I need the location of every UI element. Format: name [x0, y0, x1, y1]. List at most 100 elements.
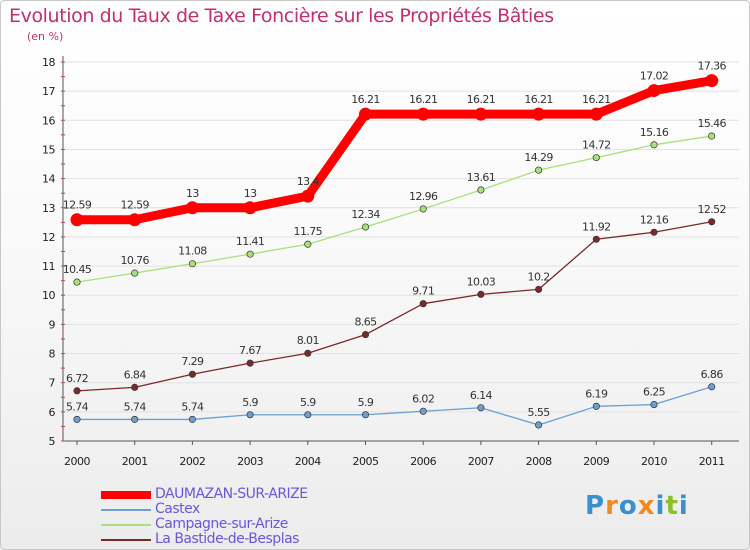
x-tick-label: 2004 [295, 455, 321, 468]
proxiti-logo: Proxiti [585, 491, 689, 521]
y-tick-label: 5 [49, 435, 56, 448]
legend-swatch [101, 490, 151, 499]
y-tick-label: 6 [49, 406, 56, 419]
x-tick-label: 2008 [526, 455, 552, 468]
data-point [188, 260, 196, 268]
data-label: 17.36 [697, 60, 726, 73]
data-label: 5.55 [528, 406, 551, 419]
x-tick-label: 2007 [468, 455, 494, 468]
data-label: 9.71 [412, 285, 434, 298]
y-tick-label: 12 [42, 231, 55, 244]
x-tick-label: 2005 [353, 455, 379, 468]
data-point [73, 387, 81, 395]
x-tick-label: 2006 [410, 455, 436, 468]
legend-label: DAUMAZAN-SUR-ARIZE [155, 486, 308, 502]
data-point [73, 278, 81, 286]
data-point [650, 401, 658, 409]
legend-item: Campagne-sur-Arize [101, 517, 308, 532]
data-label: 8.01 [297, 334, 319, 347]
data-point [361, 331, 370, 339]
logo-letter: o [618, 491, 638, 521]
data-point [361, 411, 370, 419]
data-label: 13.61 [467, 171, 496, 184]
data-point [246, 411, 254, 419]
data-label: 5.9 [242, 396, 258, 409]
y-tick-label: 7 [49, 377, 56, 390]
data-point [592, 154, 600, 162]
data-label: 13.4 [297, 175, 320, 188]
x-tick-label: 2002 [179, 455, 205, 468]
data-point [477, 290, 485, 298]
legend-swatch [101, 508, 151, 511]
data-point [419, 205, 427, 213]
data-label: 10.03 [467, 275, 496, 288]
chart-legend: DAUMAZAN-SUR-ARIZE Castex Campagne-sur-Ari… [101, 487, 308, 547]
data-label: 13 [244, 187, 257, 200]
data-point [708, 132, 716, 140]
y-tick-label: 10 [42, 289, 55, 302]
data-point [708, 218, 716, 226]
data-label: 12.59 [63, 199, 92, 212]
data-point [532, 107, 546, 121]
data-label: 11.41 [236, 235, 265, 248]
data-point [131, 383, 139, 391]
data-point [592, 235, 600, 243]
data-point [131, 269, 139, 277]
data-point [361, 223, 370, 231]
data-point [477, 186, 485, 194]
data-point [477, 404, 485, 412]
data-label: 5.9 [358, 396, 374, 409]
data-point [592, 402, 600, 410]
logo-letter: r [605, 491, 619, 521]
data-point [128, 213, 142, 227]
data-point [188, 370, 196, 378]
data-label: 16.21 [409, 93, 438, 106]
data-label: 10.76 [120, 254, 149, 267]
data-point [359, 107, 372, 121]
logo-letter: i [678, 491, 689, 521]
y-tick-label: 9 [49, 318, 56, 331]
data-label: 12.16 [640, 213, 669, 226]
data-label: 11.92 [582, 220, 611, 233]
data-label: 12.59 [120, 199, 149, 212]
data-label: 16.21 [351, 93, 380, 106]
data-label: 16.21 [467, 93, 496, 106]
data-label: 5.74 [124, 400, 147, 413]
x-tick-label: 2001 [122, 455, 148, 468]
data-point [304, 240, 312, 248]
legend-item: La Bastide-de-Besplas [101, 532, 308, 547]
legend-swatch [101, 523, 151, 526]
logo-letter: t [665, 491, 679, 521]
y-tick-label: 17 [42, 85, 55, 98]
data-label: 16.21 [524, 93, 553, 106]
data-point [535, 166, 543, 174]
data-point [647, 84, 661, 98]
data-point [246, 250, 254, 258]
data-label: 7.29 [181, 355, 204, 368]
data-label: 6.86 [701, 368, 724, 381]
data-point [246, 359, 254, 367]
legend-item: Castex [101, 502, 308, 517]
data-point [705, 74, 719, 88]
legend-item: DAUMAZAN-SUR-ARIZE [101, 487, 308, 502]
chart-unit-label: (en %) [27, 30, 64, 43]
data-point [535, 285, 543, 293]
data-label: 6.72 [66, 372, 88, 385]
data-label: 17.02 [640, 70, 669, 83]
data-point [535, 421, 543, 429]
data-label: 12.52 [697, 203, 726, 216]
series-line-la-bastide-de-besplas [76, 221, 713, 392]
x-tick-label: 2009 [583, 455, 609, 468]
logo-letter: P [585, 491, 606, 521]
x-tick-label: 2011 [699, 455, 725, 468]
logo-letter: x [637, 491, 656, 521]
y-tick-label: 8 [49, 348, 56, 361]
x-tick-label: 2010 [641, 455, 667, 468]
data-point [304, 349, 312, 357]
y-tick-label: 15 [42, 143, 55, 156]
y-tick-label: 16 [42, 114, 55, 127]
data-point [304, 411, 312, 419]
data-label: 10.45 [63, 263, 92, 276]
